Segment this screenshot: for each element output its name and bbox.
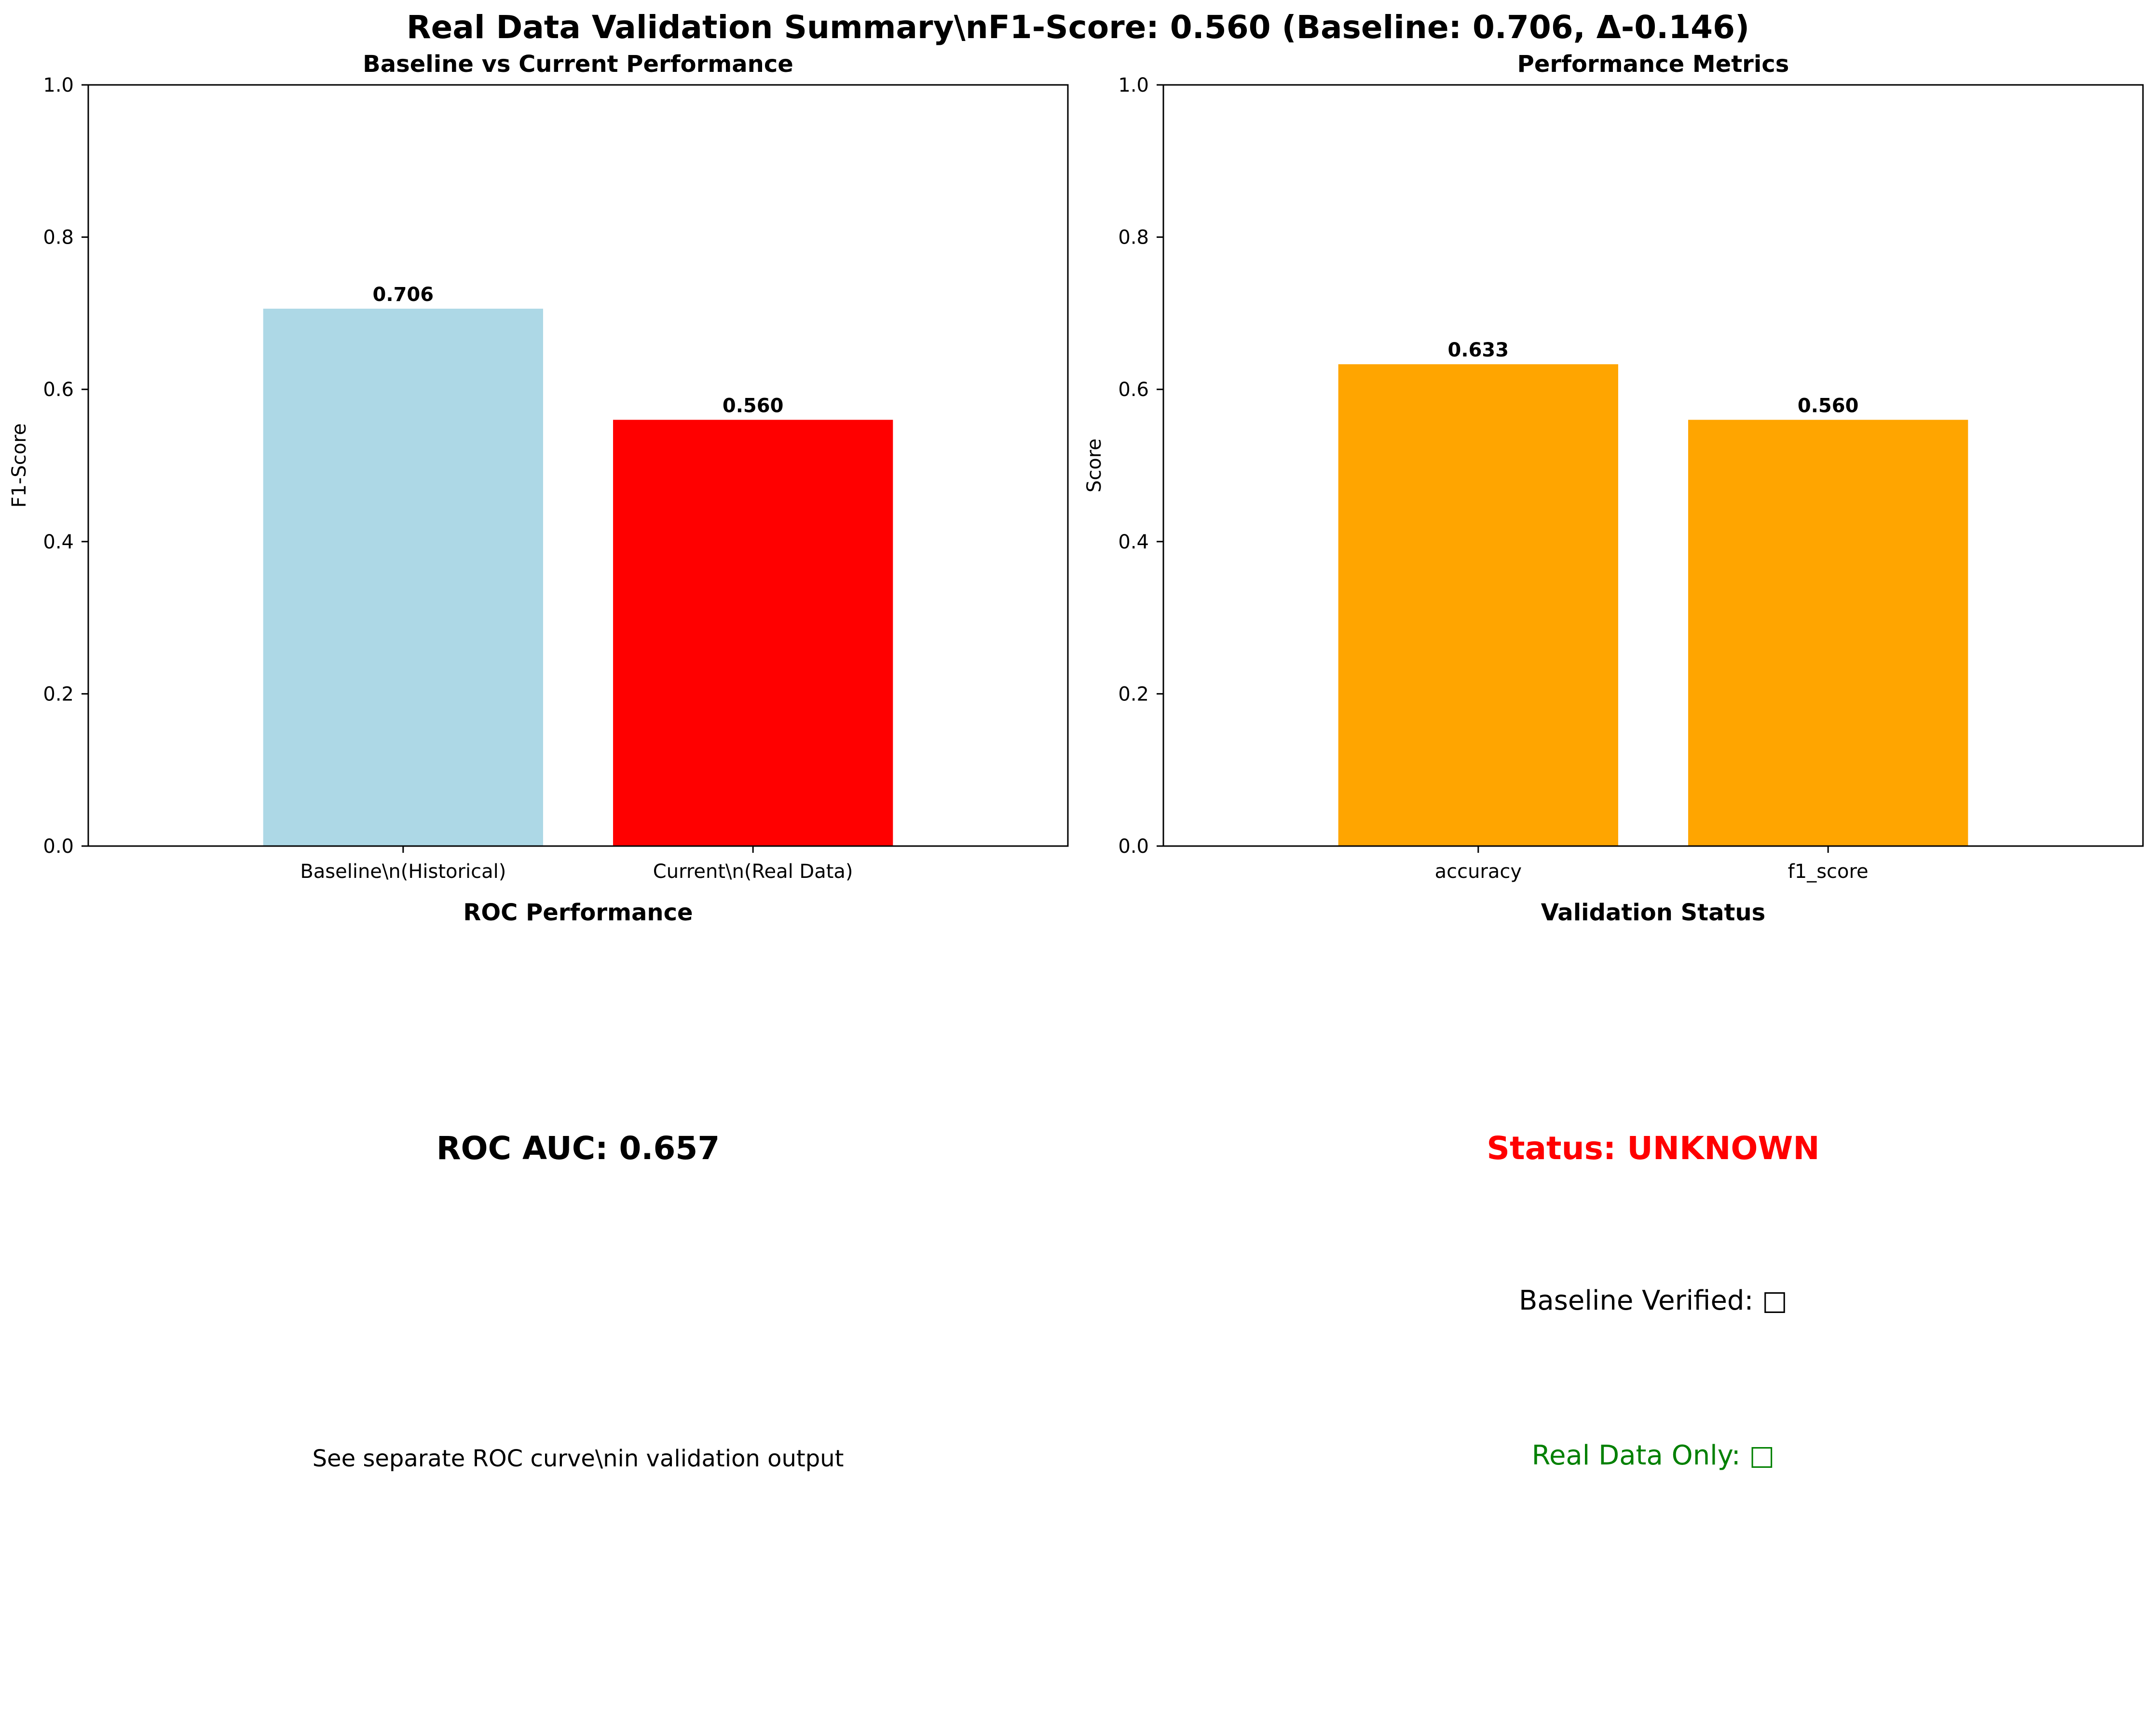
bar (613, 420, 893, 846)
axes-frame (87, 84, 1069, 847)
status-text: Status: UNKNOWN (1487, 1130, 1820, 1167)
axes-frame (1162, 84, 2144, 847)
bar-value-label: 0.560 (723, 395, 784, 417)
roc-auc-value: ROC AUC: 0.657 (436, 1130, 720, 1167)
real-data-only: Real Data Only: □ (1163, 1440, 2143, 1471)
x-tick-label: Current\n(Real Data) (653, 861, 853, 883)
baseline-verified-label: Baseline Verified: (1518, 1285, 1762, 1316)
y-tick-label: 0.6 (1118, 379, 1149, 401)
real-data-only-box-icon: □ (1749, 1440, 1775, 1471)
baseline-verified: Baseline Verified: □ (1163, 1285, 2143, 1316)
y-axis-label: F1-Score (8, 424, 30, 508)
figure-title: Real Data Validation Summary\nF1-Score: … (406, 9, 1750, 46)
y-tick-label: 0.4 (1118, 531, 1149, 553)
roc-panel-title: ROC Performance (463, 899, 693, 926)
x-tick-label: f1_score (1788, 861, 1869, 883)
roc-note: See separate ROC curve\nin validation ou… (312, 1445, 844, 1472)
y-tick-label: 0.4 (43, 531, 74, 553)
x-tick-label: accuracy (1435, 861, 1522, 883)
y-tick-label: 1.0 (43, 74, 74, 96)
validation-status-title: Validation Status (1541, 899, 1766, 926)
y-tick-label: 0.2 (43, 683, 74, 705)
bar (263, 308, 543, 846)
y-tick-label: 0.0 (43, 835, 74, 858)
y-tick-label: 0.8 (1118, 227, 1149, 249)
y-tick-label: 0.8 (43, 227, 74, 249)
bar-value-label: 0.560 (1798, 395, 1859, 417)
bar-value-label: 0.633 (1448, 339, 1509, 361)
chart-title-performance-metrics: Performance Metrics (1517, 51, 1789, 78)
y-tick-label: 0.6 (43, 379, 74, 401)
y-tick-label: 1.0 (1118, 74, 1149, 96)
y-axis-label: Score (1083, 438, 1105, 492)
real-data-only-label: Real Data Only: (1531, 1440, 1749, 1471)
baseline-verified-box-icon: □ (1762, 1285, 1788, 1316)
chart-title-baseline-vs-current: Baseline vs Current Performance (363, 51, 793, 78)
y-tick-label: 0.2 (1118, 683, 1149, 705)
bar-value-label: 0.706 (373, 284, 434, 306)
bar (1338, 364, 1618, 846)
bar (1688, 420, 1968, 846)
x-tick-label: Baseline\n(Historical) (300, 861, 506, 883)
y-tick-label: 0.0 (1118, 835, 1149, 858)
